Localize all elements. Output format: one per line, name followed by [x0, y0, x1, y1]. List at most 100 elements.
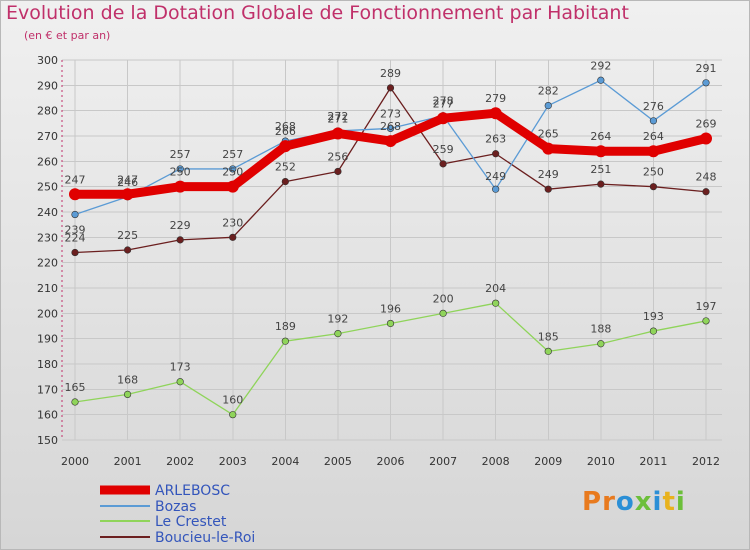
data-point [176, 165, 184, 173]
data-label: 268 [275, 120, 296, 133]
data-point [229, 233, 237, 241]
data-point [331, 127, 344, 140]
x-tick-label: 2002 [166, 455, 194, 468]
data-label: 246 [117, 176, 138, 189]
data-point [597, 180, 605, 188]
data-label: 225 [117, 229, 138, 242]
data-label: 229 [170, 219, 191, 232]
x-tick-label: 2007 [429, 455, 457, 468]
data-point [437, 112, 450, 125]
y-tick-label: 270 [37, 130, 58, 143]
data-point [71, 210, 79, 219]
y-tick-label: 170 [37, 383, 58, 396]
data-point [176, 236, 184, 244]
data-label: 276 [643, 100, 664, 113]
data-label: 264 [590, 130, 611, 143]
x-tick-label: 2006 [377, 455, 405, 468]
data-label: 259 [433, 143, 454, 156]
data-label: 188 [590, 323, 611, 336]
data-point [279, 140, 292, 153]
data-label: 250 [170, 166, 191, 179]
data-point [702, 79, 710, 87]
data-point [439, 160, 447, 168]
legend-entry: Bozas [155, 499, 196, 515]
data-label: 268 [380, 120, 401, 133]
logo-letter: i [652, 487, 663, 517]
x-tick-label: 2004 [271, 455, 299, 468]
logo-letter: r [602, 487, 616, 517]
data-label: 271 [327, 112, 348, 125]
data-label: 247 [117, 173, 138, 186]
x-tick-label: 2003 [219, 455, 247, 468]
data-label: 251 [590, 163, 611, 176]
data-point [700, 132, 712, 145]
data-point [334, 330, 342, 338]
x-tick-label: 2011 [639, 455, 667, 468]
data-point [71, 398, 79, 406]
series [69, 76, 712, 419]
data-point [649, 117, 658, 125]
data-point [544, 347, 552, 355]
data-point [386, 319, 395, 328]
data-label: 279 [485, 92, 506, 105]
data-label: 189 [275, 320, 296, 333]
data-point [384, 135, 397, 148]
y-tick-label: 290 [37, 79, 58, 92]
data-labels: 247 247 250 250 266 271 268 277 279 265 264 264 269 2… [65, 59, 717, 406]
y-tick-label: 220 [37, 257, 58, 270]
data-point [597, 76, 605, 84]
data-label: 204 [485, 282, 506, 295]
data-label: 265 [538, 128, 559, 141]
grid [62, 59, 722, 441]
data-point [492, 185, 500, 193]
y-tick-label: 250 [37, 181, 58, 194]
data-point [702, 188, 710, 196]
data-point [386, 124, 395, 132]
y-tick-label: 240 [37, 206, 58, 219]
data-point [386, 84, 395, 92]
data-label: 289 [380, 67, 401, 80]
y-tick-label: 210 [37, 282, 58, 295]
data-label: 249 [538, 168, 559, 181]
data-label: 239 [65, 224, 86, 237]
data-label: 196 [380, 302, 401, 315]
data-label: 266 [275, 125, 296, 138]
data-point [439, 309, 447, 317]
data-label: 230 [222, 216, 243, 229]
data-point [229, 411, 237, 419]
data-point [544, 101, 552, 110]
y-tick-label: 190 [37, 333, 58, 346]
x-tick-label: 2008 [482, 455, 510, 468]
data-point [229, 165, 237, 173]
data-label: 282 [538, 85, 559, 98]
legend-entry: Boucieu-le-Roi [155, 530, 255, 546]
data-point [176, 378, 184, 386]
data-label: 257 [222, 148, 243, 161]
data-point [69, 188, 81, 201]
logo-letter: x [634, 487, 653, 517]
x-tick-label: 2005 [324, 455, 352, 468]
legend-entry: Le Crestet [155, 514, 227, 530]
logo-letter: t [662, 487, 676, 517]
data-point [334, 167, 342, 176]
axes: 150 160 170 180 190 200 210 220 230 240 250 260 270 2… [37, 54, 720, 468]
data-point [71, 248, 79, 257]
data-label: 197 [696, 300, 717, 313]
data-label: 263 [485, 133, 506, 146]
y-tick-label: 200 [37, 307, 58, 320]
data-label: 257 [170, 148, 191, 161]
chart-subtitle: (en € et par an) [24, 29, 111, 42]
data-label: 247 [65, 173, 86, 186]
x-tick-label: 2012 [692, 455, 720, 468]
data-label: 277 [433, 97, 454, 110]
data-point [226, 180, 239, 193]
data-point [544, 185, 552, 193]
data-label: 250 [643, 166, 664, 179]
data-label: 272 [327, 110, 348, 123]
data-label: 173 [170, 361, 191, 374]
data-point [542, 142, 555, 155]
x-tick-label: 2001 [114, 455, 142, 468]
